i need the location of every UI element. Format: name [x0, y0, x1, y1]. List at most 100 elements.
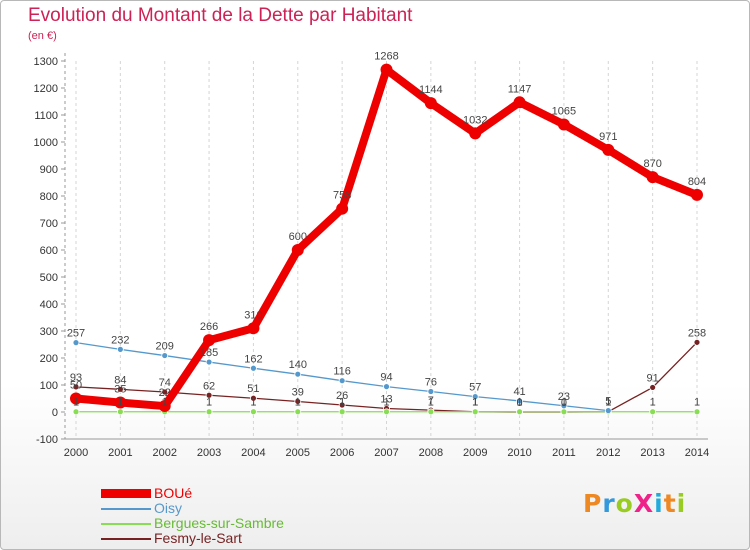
data-point [469, 127, 482, 140]
data-point [205, 408, 213, 416]
data-point [294, 398, 302, 405]
data-point [427, 388, 435, 395]
data-point [338, 377, 346, 385]
x-tick-label: 2009 [463, 447, 487, 459]
data-label: 7 [428, 395, 434, 407]
data-point [161, 388, 169, 396]
data-label: 140 [289, 359, 307, 371]
x-tick-label: 2004 [241, 447, 265, 459]
data-label: 209 [156, 341, 174, 353]
data-label: 50 [70, 380, 82, 392]
data-label: 13 [380, 393, 392, 405]
data-label: 185 [200, 347, 218, 359]
data-label: 23 [558, 391, 570, 403]
legend-label-boue: BOUé [154, 485, 193, 501]
data-label: 1032 [463, 114, 487, 126]
x-tick-label: 2008 [419, 447, 443, 459]
data-label: 870 [643, 158, 661, 170]
data-point [247, 322, 260, 335]
data-label: 1147 [508, 83, 532, 95]
data-label: 93 [70, 372, 82, 384]
data-point [72, 339, 80, 347]
legend-swatch-boue [101, 489, 151, 498]
data-point [693, 338, 701, 346]
data-label: 804 [688, 176, 706, 188]
data-label: 1 [250, 397, 256, 409]
data-label: 1 [472, 397, 478, 409]
x-tick-label: 2002 [152, 447, 176, 459]
data-point [294, 370, 302, 378]
y-tick-label: 1200 [34, 83, 58, 95]
data-point [338, 408, 346, 416]
data-point [693, 408, 701, 416]
y-tick-label: 500 [40, 272, 58, 284]
y-tick-label: 900 [40, 164, 58, 176]
data-point [380, 63, 393, 76]
data-label: 62 [203, 380, 215, 392]
x-tick-label: 2014 [685, 447, 709, 459]
y-tick-label: 700 [40, 218, 58, 230]
legend-swatch-oisy [101, 508, 151, 510]
data-label: 74 [159, 377, 171, 389]
x-tick-label: 2011 [552, 447, 576, 459]
data-point [250, 394, 257, 402]
y-tick-label: 600 [40, 245, 58, 257]
data-point [427, 408, 435, 416]
x-tick-label: 2012 [596, 447, 620, 459]
y-tick-label: 100 [40, 380, 58, 392]
y-tick-label: 1000 [34, 137, 58, 149]
data-point [516, 408, 523, 416]
data-label: 600 [289, 231, 307, 243]
data-point [471, 408, 479, 416]
data-label: 5 [605, 396, 611, 408]
data-label: 76 [425, 376, 437, 388]
y-tick-label: 200 [40, 353, 58, 365]
data-label: 971 [599, 131, 617, 143]
data-point [203, 334, 216, 347]
data-point [424, 97, 437, 110]
data-point [72, 408, 80, 416]
data-label: 91 [647, 372, 659, 384]
x-tick-label: 2010 [507, 447, 531, 459]
data-label: 258 [688, 327, 706, 339]
data-point [338, 401, 346, 409]
data-point [291, 244, 304, 256]
y-tick-label: -100 [36, 434, 58, 446]
data-point [604, 407, 612, 415]
data-label: 22 [159, 387, 171, 399]
y-tick-label: 1100 [34, 110, 58, 122]
data-point [116, 408, 124, 416]
data-label: 51 [247, 383, 259, 395]
data-point [646, 171, 659, 184]
data-point [116, 385, 124, 393]
data-label: 162 [244, 353, 262, 365]
chart-subtitle: (en €) [28, 30, 57, 42]
data-point [649, 384, 657, 391]
data-label: 1 [605, 397, 611, 409]
y-tick-label: 400 [40, 299, 58, 311]
data-label: 26 [336, 390, 348, 402]
data-label: 310 [244, 309, 262, 321]
data-point [602, 143, 615, 156]
data-label: 1 [162, 397, 168, 409]
data-label: 753 [333, 190, 351, 202]
x-tick-label: 2000 [64, 447, 88, 459]
data-label: 1 [517, 397, 523, 409]
data-label: 0 [517, 397, 523, 409]
data-point [250, 364, 257, 372]
data-label: 1 [650, 397, 656, 409]
y-tick-label: 800 [40, 191, 58, 203]
data-point [513, 96, 526, 109]
legend-label-oisy: Oisy [154, 500, 182, 516]
data-point [116, 345, 124, 353]
y-tick-label: 0 [52, 407, 58, 419]
data-label: 1 [605, 397, 611, 409]
data-label: 35 [114, 384, 126, 396]
data-label: 266 [200, 321, 218, 333]
data-point [70, 392, 82, 405]
x-tick-label: 2007 [374, 447, 398, 459]
x-tick-label: 2001 [108, 447, 132, 459]
x-tick-label: 2003 [197, 447, 221, 459]
